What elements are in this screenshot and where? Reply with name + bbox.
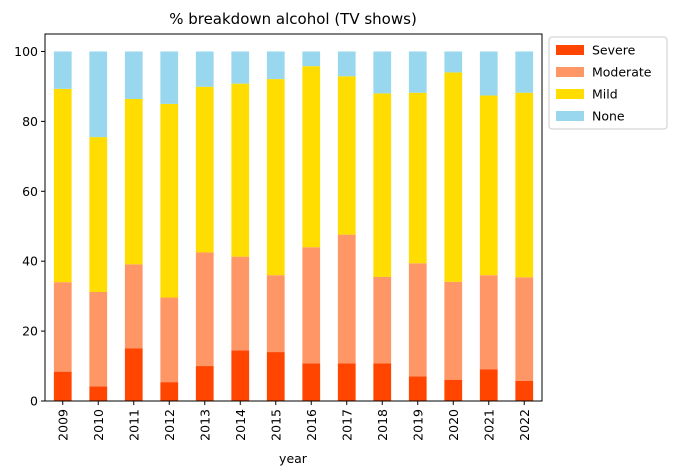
bar-severe-2012 <box>160 382 179 401</box>
x-tick-label: 2012 <box>162 409 177 441</box>
legend-swatch-mild <box>556 89 584 99</box>
bar-none-2010 <box>89 51 108 138</box>
bar-mild-2020 <box>444 72 463 282</box>
bar-severe-2022 <box>515 380 534 401</box>
bar-moderate-2018 <box>373 276 392 364</box>
bar-severe-2010 <box>89 386 108 401</box>
x-tick-label: 2011 <box>126 409 141 441</box>
legend-label-none: None <box>592 109 625 124</box>
bar-severe-2018 <box>373 363 392 401</box>
bar-mild-2015 <box>266 79 285 276</box>
bar-none-2013 <box>195 51 214 87</box>
bar-moderate-2020 <box>444 281 463 380</box>
x-tick-label: 2020 <box>446 409 461 441</box>
bar-moderate-2012 <box>160 297 179 383</box>
bars-layer <box>53 51 534 401</box>
legend-swatch-none <box>556 111 584 121</box>
x-tick-label: 2021 <box>481 409 496 441</box>
bar-moderate-2009 <box>53 282 72 372</box>
bar-mild-2017 <box>337 76 356 235</box>
x-tick-label: 2009 <box>55 409 70 441</box>
bar-none-2019 <box>408 51 427 93</box>
bar-severe-2016 <box>302 363 321 401</box>
x-tick-label: 2014 <box>233 409 248 441</box>
bar-mild-2009 <box>53 88 72 283</box>
plot-frame <box>44 33 543 402</box>
bar-none-2022 <box>515 51 534 93</box>
y-tick-label: 80 <box>22 114 38 129</box>
legend-swatch-moderate <box>556 67 584 77</box>
bar-severe-2013 <box>195 366 214 401</box>
bar-moderate-2014 <box>231 256 250 351</box>
bar-severe-2017 <box>337 363 356 401</box>
x-tick-label: 2018 <box>375 409 390 441</box>
legend-box <box>548 36 668 130</box>
y-tick-label: 60 <box>22 184 38 199</box>
y-tick-label: 100 <box>14 44 38 59</box>
bar-mild-2012 <box>160 103 179 298</box>
bar-moderate-2011 <box>124 264 143 349</box>
x-tick-label: 2013 <box>197 409 212 441</box>
y-tick-label: 20 <box>22 324 38 339</box>
x-tick-label: 2022 <box>517 409 532 441</box>
bar-mild-2021 <box>479 95 498 276</box>
x-tick-label: 2015 <box>268 409 283 441</box>
legend-label-severe: Severe <box>592 43 636 58</box>
bar-mild-2018 <box>373 93 392 277</box>
y-axis: 0 20 40 60 80 100 <box>14 44 45 409</box>
legend-label-mild: Mild <box>592 87 618 102</box>
bar-severe-2020 <box>444 379 463 401</box>
y-tick-label: 0 <box>30 394 38 409</box>
bar-severe-2014 <box>231 350 250 401</box>
bar-moderate-2019 <box>408 263 427 377</box>
bar-none-2020 <box>444 51 463 73</box>
bar-mild-2019 <box>408 92 427 264</box>
bar-none-2017 <box>337 51 356 77</box>
bar-severe-2019 <box>408 376 427 401</box>
bar-moderate-2016 <box>302 247 321 364</box>
y-tick-label: 40 <box>22 254 38 269</box>
x-tick-label: 2016 <box>304 409 319 441</box>
x-tick-label: 2019 <box>410 409 425 441</box>
bar-none-2018 <box>373 51 392 94</box>
bar-moderate-2021 <box>479 275 498 370</box>
bar-moderate-2022 <box>515 277 534 381</box>
bar-mild-2010 <box>89 137 108 292</box>
bar-none-2012 <box>160 51 179 104</box>
bar-none-2015 <box>266 51 285 80</box>
x-axis-label: year <box>279 451 308 466</box>
bar-none-2011 <box>124 51 143 100</box>
x-tick-label: 2017 <box>339 409 354 441</box>
bar-none-2016 <box>302 51 321 67</box>
bar-none-2009 <box>53 51 72 89</box>
bar-severe-2021 <box>479 369 498 401</box>
bar-none-2014 <box>231 51 250 84</box>
bar-moderate-2017 <box>337 234 356 364</box>
bar-moderate-2013 <box>195 252 214 367</box>
x-axis: 2009 2010 2011 2012 2013 2014 2015 2016 2017 2018… <box>55 401 532 441</box>
bar-mild-2013 <box>195 86 214 253</box>
chart-title: % breakdown alcohol (TV shows) <box>169 10 417 28</box>
legend: Severe Moderate Mild None <box>548 36 668 130</box>
bar-mild-2016 <box>302 66 321 248</box>
bar-severe-2011 <box>124 348 143 401</box>
bar-severe-2009 <box>53 371 72 401</box>
bar-moderate-2015 <box>266 275 285 353</box>
legend-label-moderate: Moderate <box>592 65 652 80</box>
bar-mild-2022 <box>515 92 534 278</box>
bar-mild-2014 <box>231 83 250 257</box>
bar-moderate-2010 <box>89 291 108 387</box>
bar-none-2021 <box>479 51 498 96</box>
x-tick-label: 2010 <box>91 409 106 441</box>
bar-mild-2011 <box>124 99 143 265</box>
legend-swatch-severe <box>556 45 584 55</box>
bar-severe-2015 <box>266 352 285 401</box>
